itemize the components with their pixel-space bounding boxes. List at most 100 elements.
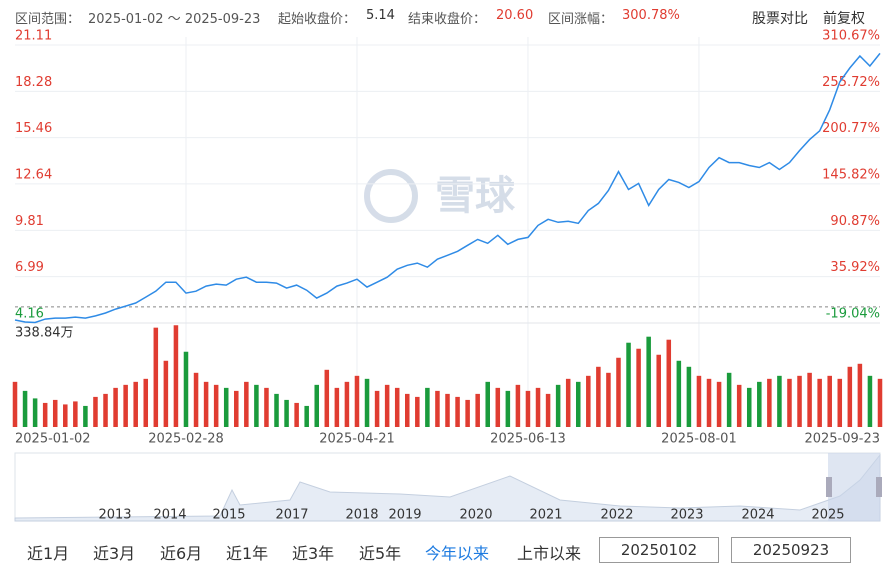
x-tick-label: 2025-08-01 [661, 432, 737, 447]
volume-tick-label: 338.84万 [15, 326, 74, 341]
range-button[interactable]: 近1年 [226, 544, 269, 563]
y2-tick-label: 35.92% [830, 260, 880, 275]
controls: 近1月 近3月 近6月 近1年 近3年 近5年 今年以来 上市以来 20250102 202509… [0, 535, 885, 569]
volume-bar [686, 366, 692, 427]
volume-bar [736, 384, 742, 427]
volume-bar [193, 372, 199, 427]
volume-bar [12, 381, 18, 427]
volume-bar [676, 360, 682, 427]
volume-bar [183, 351, 189, 427]
volume-bar [173, 325, 179, 427]
volume-bar [274, 393, 279, 427]
adjust-button[interactable]: 前复权 [823, 11, 865, 27]
navigator-handle[interactable] [826, 477, 832, 497]
navigator-year: 2013 [98, 508, 131, 523]
volume-bar [364, 378, 370, 427]
x-tick-label: 2025-06-13 [490, 432, 566, 447]
volume-bar [656, 354, 661, 427]
volume-bar [405, 393, 410, 427]
volume-bar [807, 372, 812, 427]
volume-bar [586, 375, 591, 427]
date-input[interactable]: 20250923 [731, 537, 851, 563]
change-label: 区间涨幅： [548, 12, 614, 27]
volume-bar [827, 375, 832, 427]
volume-bar [143, 378, 149, 427]
navigator-window[interactable] [828, 453, 880, 521]
volume-bar [797, 375, 802, 427]
y2-tick-label: 255.72% [822, 75, 880, 90]
volume-bar [495, 387, 501, 427]
volume-bar [626, 342, 631, 427]
volume-bar [757, 381, 762, 427]
volume-bar [384, 384, 390, 427]
header: 区间范围： 2025-01-02 ～ 2025-09-23 起始收盘价： 5.1… [0, 0, 885, 34]
y2-tick-label: 200.77% [822, 121, 880, 136]
navigator-handle[interactable] [876, 477, 882, 497]
volume-bar [244, 381, 249, 427]
volume-bar [63, 404, 68, 427]
volume-bar [666, 339, 672, 427]
volume-bar [264, 387, 269, 427]
y-tick-label: 4.16 [15, 307, 44, 322]
navigator-year: 2022 [600, 508, 633, 523]
volume-bar [696, 375, 702, 427]
volume-bar [525, 390, 531, 427]
volume-bar [234, 390, 239, 427]
range-button[interactable]: 近6月 [160, 544, 203, 563]
volume-bar [646, 336, 651, 427]
range-label: 区间范围： [15, 12, 81, 27]
volume-bar [465, 399, 470, 427]
volume-bar [304, 405, 309, 427]
volume-bar [163, 360, 169, 427]
end-close: 20.60 [496, 8, 534, 23]
volume-bar [153, 327, 159, 427]
volume-bar [706, 378, 712, 427]
volume-bar [133, 381, 138, 427]
start-close: 5.14 [366, 8, 395, 23]
volume-bar [22, 390, 28, 427]
volume-bar [485, 381, 490, 427]
y-tick-label: 9.81 [15, 214, 44, 229]
range-button[interactable]: 近3月 [93, 544, 136, 563]
volume-bar [575, 381, 581, 427]
start-label: 起始收盘价： [278, 12, 357, 27]
watermark: 雪球 [364, 169, 516, 223]
volume-bar [857, 363, 863, 427]
volume-bar [93, 396, 98, 427]
range-button[interactable]: 近1月 [27, 544, 70, 563]
volume-bar [726, 372, 732, 427]
watermark-logo [364, 169, 418, 223]
y-tick-label: 12.64 [15, 167, 52, 182]
volume-bar [505, 390, 511, 427]
range-button[interactable]: 今年以来 [425, 544, 490, 563]
end-label: 结束收盘价： [408, 12, 487, 27]
range-button[interactable]: 上市以来 [517, 544, 582, 563]
range-button[interactable]: 近3年 [292, 544, 335, 563]
volume-bar [314, 384, 320, 427]
x-tick-label: 2025-01-02 [15, 432, 91, 447]
volume-bar [415, 396, 420, 427]
y2-tick-label: 310.67% [822, 29, 880, 44]
navigator-year: 2024 [741, 508, 774, 523]
navigator-year: 2014 [153, 508, 186, 523]
volume-bar [455, 396, 460, 427]
volume-bar [716, 381, 722, 427]
volume-bar [223, 387, 229, 427]
volume-bar [213, 384, 219, 427]
volume-bar [877, 378, 883, 427]
date-input[interactable]: 20250102 [599, 537, 719, 563]
volume-bar [354, 375, 360, 427]
y-tick-label: 21.11 [15, 29, 52, 44]
navigator-year: 2017 [275, 508, 308, 523]
compare-button[interactable]: 股票对比 [752, 11, 808, 27]
y2-tick-label: 90.87% [830, 214, 880, 229]
volume-bar [515, 384, 521, 427]
x-tick-label: 2025-02-28 [148, 432, 224, 447]
volume-bar [103, 393, 108, 427]
volume-bar [787, 378, 792, 427]
range-button[interactable]: 近5年 [359, 544, 402, 563]
navigator-year: 2023 [670, 508, 703, 523]
volume-bar [123, 384, 128, 427]
volume-bar [113, 387, 118, 427]
